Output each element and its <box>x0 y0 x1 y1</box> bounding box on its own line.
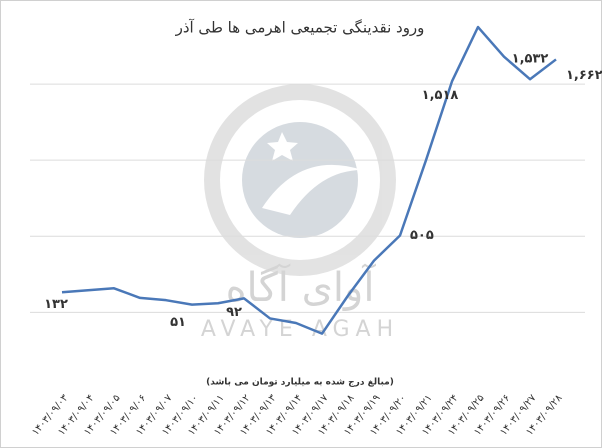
data-label: ۱,۶۶۲ <box>566 68 602 83</box>
chart-note: (مبالغ درج شده به میلیارد تومان می باشد) <box>206 378 394 388</box>
data-label: ۵۰۵ <box>410 228 434 243</box>
data-label: ۱,۵۱۸ <box>422 88 459 103</box>
data-label: ۱۳۲ <box>44 297 68 312</box>
data-line <box>61 25 557 335</box>
watermark-subtext: AVAYE AGAH <box>201 317 399 342</box>
data-label: ۵۱ <box>170 315 186 330</box>
data-label: ۱,۵۳۲ <box>512 52 549 67</box>
chart-title: ورود نقدینگی تجمیعی اهرمی ها طی آذر <box>175 19 425 37</box>
watermark-logo <box>204 84 396 276</box>
data-label: ۹۲ <box>226 305 242 320</box>
